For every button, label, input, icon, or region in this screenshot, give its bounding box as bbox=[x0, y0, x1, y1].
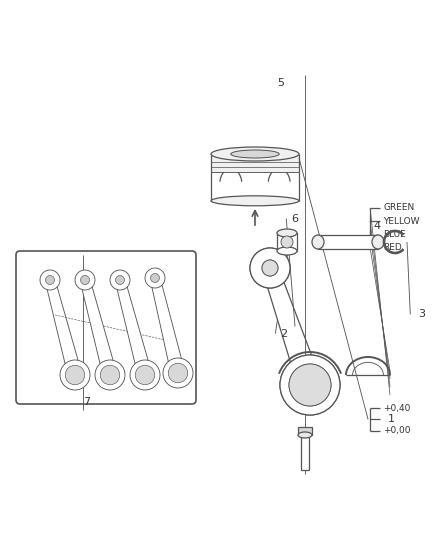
Text: 6: 6 bbox=[291, 214, 298, 223]
Ellipse shape bbox=[289, 364, 331, 406]
Text: GREEN: GREEN bbox=[383, 204, 414, 212]
Text: RED: RED bbox=[383, 244, 402, 252]
Ellipse shape bbox=[130, 360, 160, 390]
Bar bbox=[298, 427, 312, 435]
Ellipse shape bbox=[280, 355, 340, 415]
Ellipse shape bbox=[65, 365, 85, 385]
Circle shape bbox=[81, 276, 89, 285]
Polygon shape bbox=[115, 279, 152, 377]
Circle shape bbox=[46, 276, 54, 285]
Text: 7: 7 bbox=[83, 398, 90, 407]
Text: +0,00: +0,00 bbox=[383, 426, 410, 435]
Circle shape bbox=[281, 236, 293, 248]
Bar bbox=[277, 233, 297, 251]
Ellipse shape bbox=[75, 270, 95, 290]
Ellipse shape bbox=[312, 235, 324, 249]
Polygon shape bbox=[80, 279, 117, 377]
Polygon shape bbox=[150, 277, 185, 375]
Ellipse shape bbox=[168, 364, 188, 383]
FancyBboxPatch shape bbox=[16, 251, 196, 404]
Text: +0,40: +0,40 bbox=[383, 404, 410, 413]
Bar bbox=[211, 154, 299, 172]
Ellipse shape bbox=[135, 365, 155, 385]
Polygon shape bbox=[45, 279, 82, 377]
Ellipse shape bbox=[231, 150, 279, 158]
Ellipse shape bbox=[100, 365, 120, 385]
Circle shape bbox=[116, 276, 124, 285]
Circle shape bbox=[151, 273, 159, 282]
Ellipse shape bbox=[145, 268, 165, 288]
Circle shape bbox=[262, 260, 278, 276]
Text: 3: 3 bbox=[418, 310, 425, 319]
Text: 1: 1 bbox=[388, 415, 395, 424]
Ellipse shape bbox=[372, 235, 384, 249]
Ellipse shape bbox=[298, 432, 312, 438]
Ellipse shape bbox=[277, 247, 297, 255]
Ellipse shape bbox=[280, 355, 340, 415]
Ellipse shape bbox=[110, 270, 130, 290]
Polygon shape bbox=[262, 265, 321, 389]
Text: 2: 2 bbox=[280, 329, 287, 338]
Text: 4: 4 bbox=[373, 221, 380, 231]
Ellipse shape bbox=[95, 360, 125, 390]
Bar bbox=[301, 435, 309, 470]
Ellipse shape bbox=[211, 196, 299, 206]
Ellipse shape bbox=[211, 147, 299, 161]
Ellipse shape bbox=[250, 248, 290, 288]
Ellipse shape bbox=[40, 270, 60, 290]
Ellipse shape bbox=[163, 358, 193, 388]
Ellipse shape bbox=[277, 229, 297, 237]
Text: BLUE: BLUE bbox=[383, 230, 406, 239]
Ellipse shape bbox=[60, 360, 90, 390]
Ellipse shape bbox=[250, 248, 290, 288]
Ellipse shape bbox=[289, 364, 331, 406]
Circle shape bbox=[262, 260, 278, 276]
Bar bbox=[318, 235, 378, 249]
Text: YELLOW: YELLOW bbox=[383, 217, 420, 225]
Text: 5: 5 bbox=[277, 78, 284, 87]
